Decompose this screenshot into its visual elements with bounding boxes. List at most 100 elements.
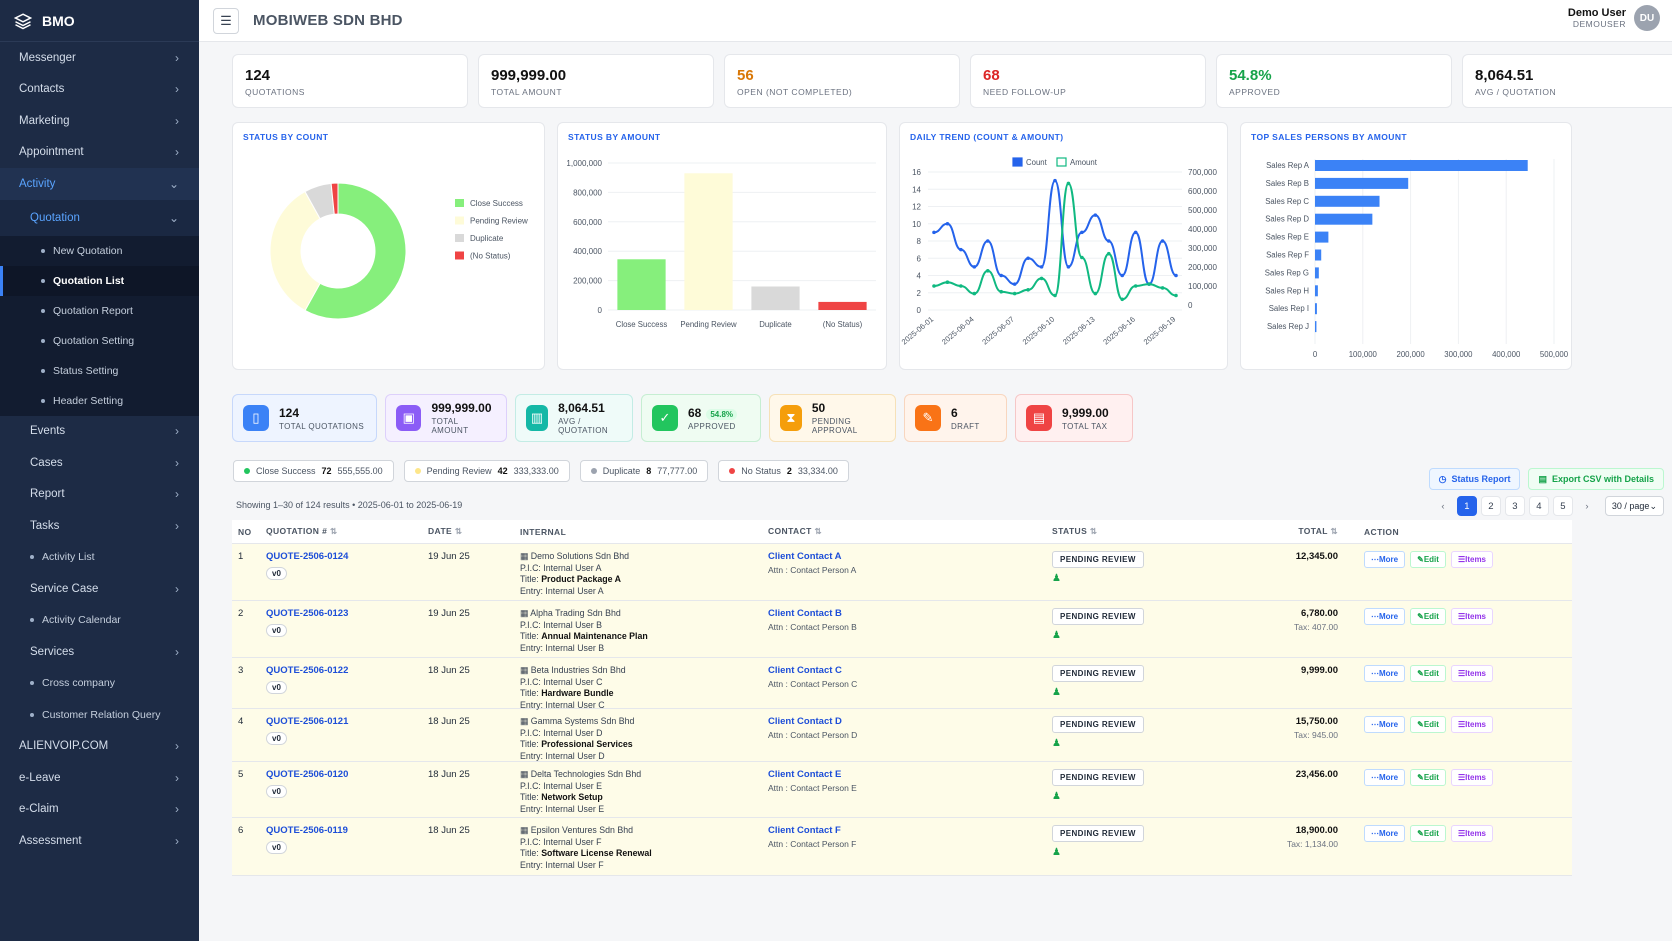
sidebar-item-q-4[interactable]: Status Setting <box>0 356 199 386</box>
sidebar-item-quotation[interactable]: Quotation ⌄ <box>0 199 199 236</box>
data-point[interactable] <box>1120 297 1125 302</box>
edit-button[interactable]: ✎ Edit <box>1410 608 1446 625</box>
sidebar-item-service-case[interactable]: Service Case › <box>0 573 199 605</box>
data-point[interactable] <box>1039 265 1044 269</box>
page-button[interactable]: 3 <box>1504 496 1525 516</box>
table-row[interactable]: 5 QUOTE-2506-0120 v0 18 Jun 25 ▦ Delta Techn… <box>232 762 1572 818</box>
bar[interactable] <box>684 173 733 310</box>
data-point[interactable] <box>999 289 1004 294</box>
data-point[interactable] <box>1080 230 1084 235</box>
contact-link[interactable]: Client Contact F <box>768 825 841 836</box>
sidebar-item-marketing[interactable]: Marketing › <box>0 105 199 137</box>
quotation-link[interactable]: QUOTE-2506-0120 <box>266 769 349 780</box>
more-button[interactable]: ⋯ More <box>1364 665 1406 682</box>
items-button[interactable]: ☰ Items <box>1450 665 1494 682</box>
status-badge[interactable]: PENDING REVIEW <box>1052 825 1144 842</box>
per-page-select[interactable]: 30 / page ⌄ <box>1604 496 1664 516</box>
data-point[interactable] <box>1120 273 1125 278</box>
data-point[interactable] <box>1174 293 1178 298</box>
data-point[interactable] <box>1026 288 1030 292</box>
more-button[interactable]: ⋯ More <box>1364 608 1406 625</box>
data-point[interactable] <box>1160 239 1165 243</box>
sidebar-item-cross-company[interactable]: Cross company <box>0 668 199 700</box>
export-csv-button[interactable]: ▤ Export CSV with Details <box>1528 468 1664 490</box>
bar[interactable] <box>617 259 666 310</box>
contact-link[interactable]: Client Contact C <box>768 665 842 676</box>
brand[interactable]: BMO <box>0 0 199 42</box>
bar[interactable] <box>1315 303 1317 315</box>
data-point[interactable] <box>1106 251 1111 256</box>
bar[interactable] <box>1315 177 1409 189</box>
sidebar-item-activity[interactable]: Activity ⌄ <box>0 168 199 200</box>
quotation-link[interactable]: QUOTE-2506-0119 <box>266 825 348 836</box>
items-button[interactable]: ☰ Items <box>1450 716 1494 733</box>
status-chip[interactable]: Close Success 72 555,555.00 <box>233 460 394 482</box>
data-point[interactable] <box>1012 282 1017 286</box>
more-button[interactable]: ⋯ More <box>1364 716 1406 733</box>
next-page-button[interactable]: › <box>1585 500 1589 512</box>
data-point[interactable] <box>1066 265 1071 269</box>
bar[interactable] <box>1315 249 1322 261</box>
status-chip[interactable]: Pending Review 42 333,333.00 <box>403 460 570 482</box>
page-button[interactable]: 4 <box>1528 496 1549 516</box>
column-header[interactable]: QUOTATION # ⇅ <box>266 526 338 536</box>
sidebar-item-eleave[interactable]: e-Leave › <box>0 762 199 794</box>
quotation-link[interactable]: QUOTE-2506-0124 <box>266 551 349 562</box>
quotation-link[interactable]: QUOTE-2506-0122 <box>266 665 349 676</box>
data-point[interactable] <box>1066 181 1071 186</box>
pie-slice[interactable] <box>304 182 407 320</box>
bar[interactable] <box>1315 195 1380 207</box>
user-menu[interactable]: Demo User DEMOUSER DU <box>1568 5 1660 31</box>
sidebar-item-activity-list[interactable]: Activity List <box>0 542 199 574</box>
items-button[interactable]: ☰ Items <box>1450 825 1494 842</box>
page-button[interactable]: 5 <box>1552 496 1573 516</box>
edit-button[interactable]: ✎ Edit <box>1410 716 1446 733</box>
sidebar-item-services[interactable]: Services › <box>0 636 199 668</box>
column-header[interactable]: INTERNAL <box>520 526 567 537</box>
page-button[interactable]: 1 <box>1456 496 1477 516</box>
sidebar-item-q-5[interactable]: Header Setting <box>0 386 199 416</box>
bar[interactable] <box>1315 267 1319 279</box>
data-point[interactable] <box>1133 230 1138 235</box>
data-point[interactable] <box>1026 256 1030 261</box>
data-point[interactable] <box>972 265 977 269</box>
quotation-link[interactable]: QUOTE-2506-0121 <box>266 716 349 727</box>
contact-link[interactable]: Client Contact D <box>768 716 842 727</box>
column-header[interactable]: DATE ⇅ <box>428 526 463 536</box>
bar[interactable] <box>1315 160 1528 171</box>
data-point[interactable] <box>999 273 1004 278</box>
sidebar-item-eclaim[interactable]: e-Claim › <box>0 794 199 826</box>
items-button[interactable]: ☰ Items <box>1450 551 1494 568</box>
data-point[interactable] <box>1012 291 1017 296</box>
page-button[interactable]: 2 <box>1480 496 1501 516</box>
data-point[interactable] <box>932 284 936 288</box>
avatar[interactable]: DU <box>1634 5 1660 31</box>
edit-button[interactable]: ✎ Edit <box>1410 551 1446 568</box>
data-point[interactable] <box>1053 178 1057 183</box>
status-badge[interactable]: PENDING REVIEW <box>1052 665 1144 682</box>
data-point[interactable] <box>1106 239 1111 243</box>
data-point[interactable] <box>1160 286 1165 290</box>
data-point[interactable] <box>1053 293 1057 298</box>
more-button[interactable]: ⋯ More <box>1364 825 1406 842</box>
status-chip[interactable]: No Status 2 33,334.00 <box>718 460 849 482</box>
status-badge[interactable]: PENDING REVIEW <box>1052 608 1144 625</box>
bar[interactable] <box>1315 321 1317 333</box>
data-point[interactable] <box>1039 276 1044 281</box>
data-point[interactable] <box>985 269 990 273</box>
table-row[interactable]: 6 QUOTE-2506-0119 v0 18 Jun 25 ▦ Epsilon Ven… <box>232 818 1572 876</box>
more-button[interactable]: ⋯ More <box>1364 551 1406 568</box>
items-button[interactable]: ☰ Items <box>1450 769 1494 786</box>
data-point[interactable] <box>959 284 963 288</box>
table-row[interactable]: 3 QUOTE-2506-0122 v0 18 Jun 25 ▦ Beta Indust… <box>232 658 1572 710</box>
data-point[interactable] <box>1093 213 1098 217</box>
status-report-button[interactable]: ◷ Status Report <box>1428 468 1521 490</box>
column-header[interactable]: ACTION <box>1364 526 1399 537</box>
pie-slice[interactable] <box>330 182 339 215</box>
column-header[interactable]: NO <box>238 526 252 537</box>
edit-button[interactable]: ✎ Edit <box>1410 769 1446 786</box>
data-point[interactable] <box>1080 255 1084 260</box>
sidebar-item-crq[interactable]: Customer Relation Query <box>0 699 199 731</box>
sidebar-item-q-2[interactable]: Quotation Report <box>0 296 199 326</box>
bar[interactable] <box>751 286 800 310</box>
